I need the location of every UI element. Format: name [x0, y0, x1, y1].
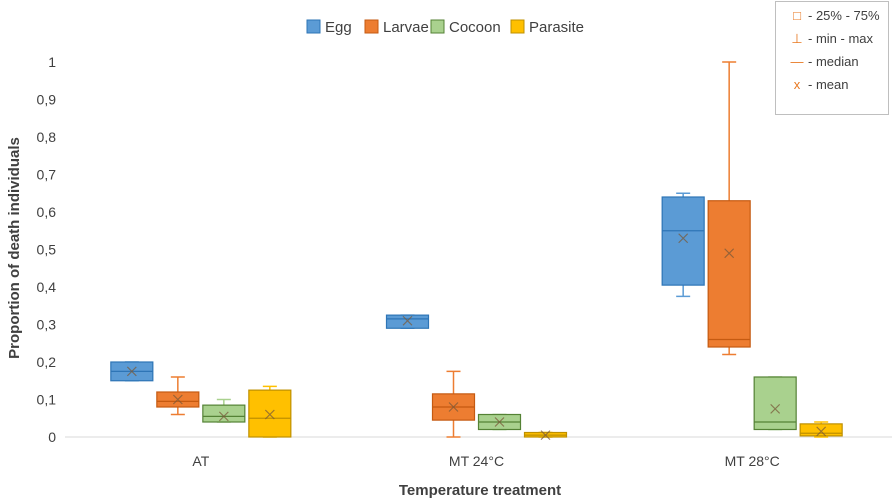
- box-iqr: [385, 314, 430, 329]
- key-text: - median: [808, 54, 859, 69]
- mean-marker: [218, 411, 229, 422]
- box-egg-1: [385, 314, 430, 329]
- mean-marker: [770, 403, 781, 414]
- box-symbol-icon: □: [793, 8, 801, 23]
- y-axis: 0 0,1 0,2 0,3 0,4 0,5 0,6 0,7 0,8 0,9 1: [37, 54, 57, 445]
- legend: Egg Larvae Cocoon Parasite: [306, 19, 584, 36]
- key-text: - 25% - 75%: [808, 8, 880, 23]
- mean-marker: [678, 233, 689, 244]
- box-parasite-0: [248, 385, 292, 438]
- box-egg-2: [661, 192, 705, 298]
- mean-marker: [448, 402, 459, 412]
- key-text: - mean: [808, 77, 849, 92]
- y-tick-label: 0,9: [37, 92, 57, 108]
- box-cocoon-1: [477, 413, 522, 431]
- x-axis-title: Temperature treatment: [399, 482, 561, 499]
- x-tick-label: MT 24°C: [449, 453, 504, 469]
- box-plot-key: □ - 25% - 75% ⊥ - min - max — - median x - m…: [775, 1, 889, 115]
- key-row-range: ⊥ - min - max: [790, 31, 873, 47]
- box-iqr: [248, 389, 292, 438]
- box-iqr: [202, 404, 246, 423]
- y-tick-label: 0,2: [37, 354, 57, 370]
- y-tick-label: 1: [48, 54, 56, 70]
- mean-marker-icon: x: [793, 77, 801, 92]
- y-tick-label: 0,3: [37, 317, 57, 333]
- box-iqr: [799, 423, 843, 437]
- mean-marker: [172, 394, 183, 405]
- mean-marker: [494, 417, 505, 427]
- box-larvae-1: [431, 370, 476, 438]
- median-line-icon: —: [790, 54, 804, 69]
- mean-marker: [540, 430, 551, 441]
- box-iqr: [661, 196, 705, 286]
- y-tick-label: 0,6: [37, 204, 57, 220]
- mean-marker: [126, 366, 137, 377]
- box-larvae-2: [707, 61, 751, 356]
- mean-marker: [402, 315, 413, 326]
- y-tick-label: 0,8: [37, 129, 57, 145]
- y-axis-title: Proportion of death individuals: [6, 137, 23, 359]
- legend-label-larvae: Larvae: [383, 19, 429, 36]
- box-cocoon-2: [753, 376, 797, 431]
- mean-marker: [816, 426, 827, 437]
- key-row-median: — - median: [790, 54, 859, 69]
- legend-label-parasite: Parasite: [529, 19, 584, 36]
- y-tick-label: 0,1: [37, 392, 57, 408]
- y-tick-label: 0: [48, 429, 56, 445]
- plot-area: [110, 61, 843, 441]
- x-tick-label: MT 28°C: [725, 453, 780, 469]
- legend-swatch-cocoon: [430, 19, 445, 34]
- y-tick-label: 0,5: [37, 242, 57, 258]
- y-tick-label: 0,4: [37, 279, 57, 295]
- box-iqr: [707, 200, 751, 348]
- box-parasite-1: [523, 430, 568, 441]
- key-row-quartiles: □ - 25% - 75%: [790, 8, 880, 23]
- box-cocoon-0: [202, 398, 246, 423]
- key-row-mean: x - mean: [790, 77, 849, 92]
- box-iqr: [753, 376, 797, 431]
- mean-marker: [264, 409, 275, 420]
- mean-marker: [724, 248, 735, 259]
- x-axis: AT MT 24°C MT 28°C: [65, 436, 892, 469]
- key-text: - min - max: [808, 31, 873, 46]
- legend-swatch-parasite: [510, 19, 525, 34]
- whisker-symbol-icon: ⊥: [791, 31, 803, 46]
- legend-label-egg: Egg: [325, 19, 352, 36]
- legend-label-cocoon: Cocoon: [449, 19, 501, 36]
- box-larvae-0: [156, 376, 200, 416]
- box-egg-0: [110, 361, 154, 382]
- y-tick-label: 0,7: [37, 167, 57, 183]
- legend-swatch-larvae: [364, 19, 379, 34]
- box-parasite-2: [799, 421, 843, 438]
- legend-swatch-egg: [306, 19, 321, 34]
- x-tick-label: AT: [192, 453, 209, 469]
